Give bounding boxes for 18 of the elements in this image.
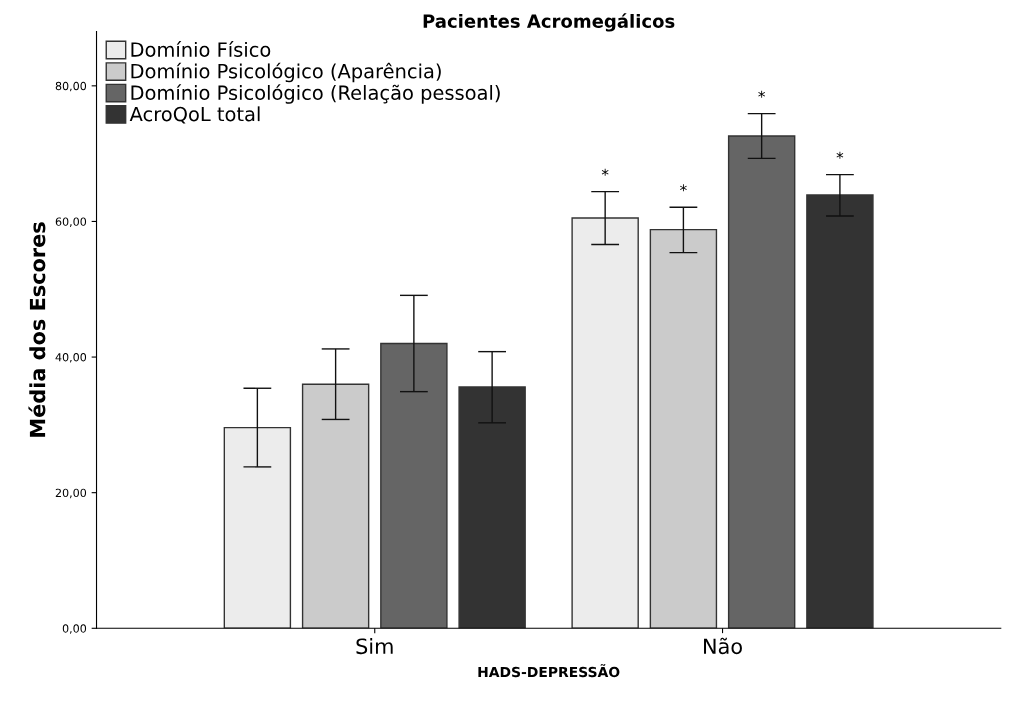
x-tick-label: Sim [356,638,393,655]
legend-label: Domínio Físico [131,41,271,57]
y-tick-label: 40,00 [55,353,87,363]
legend-label: AcroQoL total [129,106,260,124]
y-tick-label: 60,00 [55,217,87,227]
data-label: * [680,184,687,192]
chart-title: Pacientes Acromegálicos [423,13,675,32]
legend-label: Domínio Psicológico (Aparência) [131,62,441,83]
x-axis-title: HADS-DEPRESSÃO [478,664,620,678]
data-label: * [836,151,844,159]
y-tick-label: 80,00 [55,81,87,92]
data-label: * [601,168,609,176]
y-tick-label: 20,00 [55,488,87,499]
y-tick-label: 0,00 [62,624,87,634]
data-label: * [758,90,766,98]
legend-label: Domínio Psicológico (Relação pessoal) [131,84,500,104]
x-tick-label: Não [704,637,742,655]
y-axis-title: Média dos Escores [28,222,46,437]
